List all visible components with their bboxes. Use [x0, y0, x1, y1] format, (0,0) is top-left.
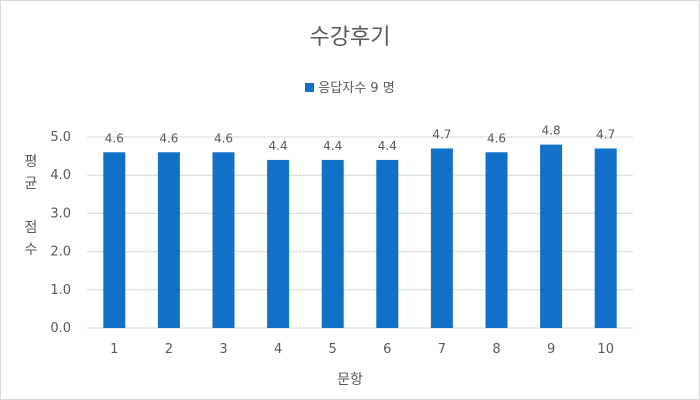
y-tick-label: 0.0 [50, 321, 71, 336]
data-label: 4.6 [214, 131, 233, 145]
bar [594, 148, 617, 328]
y-axis-label: 평균 점수 [24, 154, 38, 258]
bar [103, 152, 126, 328]
x-tick-label: 3 [219, 342, 227, 357]
data-label: 4.6 [487, 131, 506, 145]
x-tick-label: 6 [383, 342, 391, 357]
bar [212, 152, 235, 328]
data-label: 4.4 [269, 139, 288, 153]
bar [267, 159, 290, 328]
data-label: 4.6 [159, 131, 178, 145]
data-label: 4.6 [105, 131, 124, 145]
legend-label: 응답자수 9 명 [318, 81, 395, 96]
chart-title: 수강후기 [309, 25, 391, 50]
data-label: 4.7 [432, 127, 451, 141]
bar [376, 159, 399, 328]
data-label: 4.8 [542, 124, 561, 138]
bar [485, 152, 508, 328]
bar [321, 159, 344, 328]
x-tick-label: 9 [547, 342, 555, 357]
bar [540, 144, 563, 328]
x-tick-label: 2 [165, 342, 173, 357]
data-label: 4.7 [596, 127, 615, 141]
legend: 응답자수 9 명 [1, 77, 699, 96]
data-label: 4.4 [378, 139, 397, 153]
bar [157, 152, 180, 328]
bar [430, 148, 453, 328]
x-tick-label: 7 [438, 342, 446, 357]
x-tick-label: 4 [274, 342, 282, 357]
x-tick-label: 8 [492, 342, 500, 357]
y-tick-label: 2.0 [50, 245, 71, 260]
x-tick-label: 1 [110, 342, 118, 357]
y-tick-label: 1.0 [50, 283, 71, 298]
y-tick-label: 3.0 [50, 206, 71, 221]
legend-swatch [305, 83, 315, 92]
y-tick-label: 4.0 [50, 168, 71, 183]
y-tick-label: 5.0 [50, 130, 71, 145]
x-tick-label: 5 [329, 342, 337, 357]
data-label: 4.4 [323, 139, 342, 153]
x-tick-label: 10 [597, 342, 614, 357]
x-axis-label: 문항 [337, 372, 363, 388]
